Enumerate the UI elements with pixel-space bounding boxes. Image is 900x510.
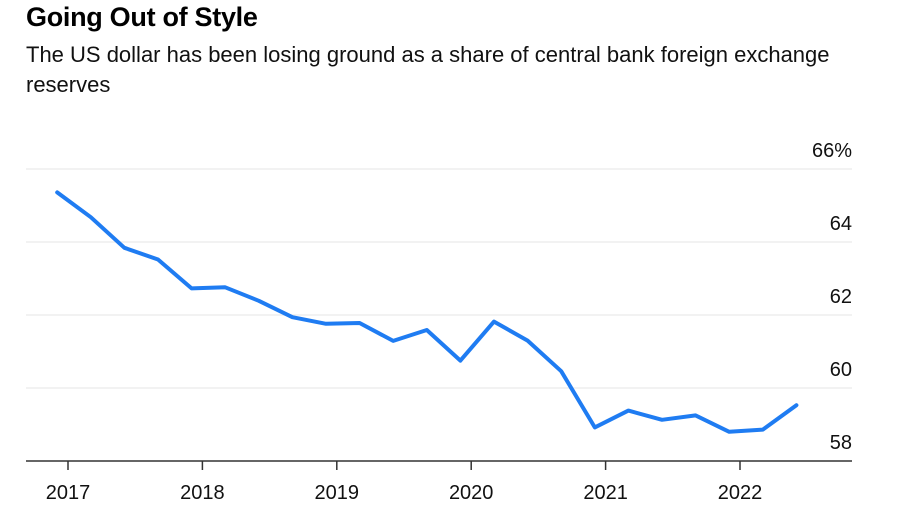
data-point: [593, 425, 597, 429]
data-point: [761, 428, 765, 432]
data-point: [89, 215, 93, 219]
data-point: [458, 359, 462, 363]
data-point: [290, 315, 294, 319]
x-tick-label: 2021: [583, 482, 628, 504]
x-tick-label: 2018: [180, 482, 225, 504]
chart-title: Going Out of Style: [26, 2, 258, 32]
data-point: [257, 299, 261, 303]
y-tick-label: 58: [830, 432, 852, 454]
data-point: [559, 369, 563, 373]
data-point: [324, 322, 328, 326]
data-point: [727, 430, 731, 434]
y-tick-label: 60: [830, 359, 852, 381]
x-axis: 2017 2018 2019 2020 2021 2022: [26, 460, 852, 504]
data-point: [122, 246, 126, 250]
data-point: [526, 339, 530, 343]
x-tick-label: 2020: [449, 482, 494, 504]
data-point: [156, 258, 160, 262]
x-tick-label: 2019: [315, 482, 360, 504]
data-point: [391, 339, 395, 343]
data-point: [660, 418, 664, 422]
data-point: [358, 321, 362, 325]
y-axis-ticks: 58 60 62 64 66%: [812, 140, 852, 454]
series-line-usd-share: [55, 190, 799, 434]
data-point: [694, 413, 698, 417]
y-tick-label: 64: [830, 213, 852, 235]
series-group: [55, 190, 799, 434]
data-point: [223, 285, 227, 289]
y-tick-label: 62: [830, 286, 852, 308]
data-point: [425, 328, 429, 332]
gridlines: [26, 168, 852, 389]
data-point: [794, 403, 798, 407]
x-tick-label: 2017: [46, 482, 91, 504]
y-tick-label: 66%: [812, 140, 852, 162]
data-point: [55, 190, 59, 194]
data-point: [190, 286, 194, 290]
data-point: [626, 409, 630, 413]
data-point: [492, 320, 496, 324]
x-tick-label: 2022: [718, 482, 763, 504]
chart-subtitle: The US dollar has been losing ground as …: [26, 42, 830, 97]
